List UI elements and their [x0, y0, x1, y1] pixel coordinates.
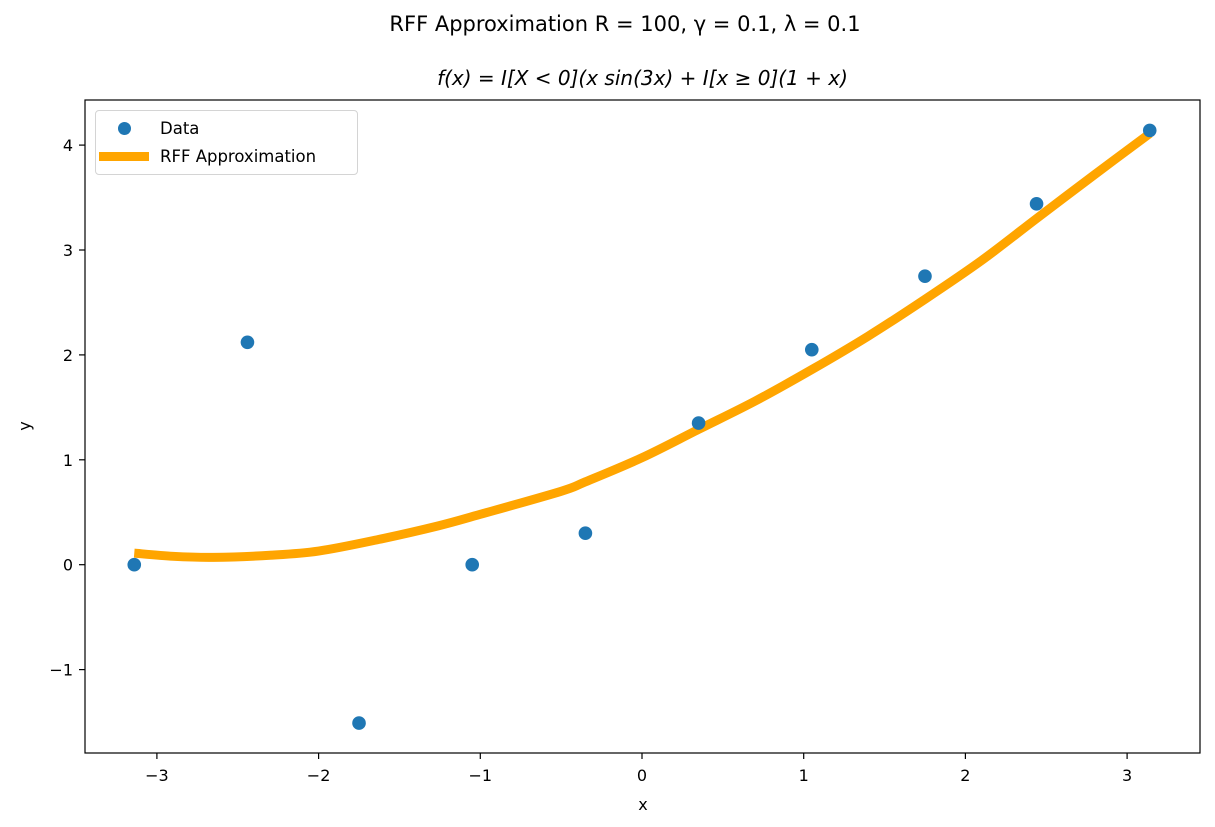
x-tick-label: 1 [799, 766, 809, 785]
y-tick-label: −1 [49, 661, 73, 680]
y-axis-label: y [15, 421, 34, 430]
data-point [578, 526, 593, 541]
chart-title: f(x) = I[X < 0](x sin(3x) + I[x ≥ 0](1 +… [437, 66, 848, 90]
chart-suptitle: RFF Approximation R = 100, γ = 0.1, λ = … [389, 12, 861, 36]
data-point [918, 269, 932, 284]
axes-frame [84, 99, 1201, 754]
x-tick-label: −3 [145, 766, 169, 785]
circle-marker-icon [118, 121, 131, 135]
x-axis: −3 −2 −1 0 1 2 3 [145, 753, 1132, 785]
x-tick-label: −1 [469, 766, 493, 785]
data-point [691, 416, 706, 430]
data-point [1142, 123, 1157, 138]
data-point [127, 557, 142, 572]
x-tick-label: 3 [1122, 766, 1132, 785]
data-points [127, 123, 1157, 730]
line-marker-icon [99, 151, 149, 161]
data-point [804, 342, 819, 357]
x-tick-label: 0 [637, 766, 647, 785]
x-tick-label: −2 [307, 766, 331, 785]
y-axis: −1 0 1 2 3 4 [49, 136, 85, 680]
y-tick-label: 3 [63, 241, 73, 260]
data-point [1029, 197, 1044, 211]
legend: Data RFF Approximation [95, 110, 358, 175]
rff-approximation-line [133, 129, 1153, 562]
x-axis-label: x [638, 795, 647, 814]
x-tick-label: 2 [960, 766, 970, 785]
data-point [465, 557, 480, 572]
y-tick-label: 0 [63, 556, 73, 575]
y-tick-label: 4 [63, 136, 73, 155]
legend-label: Data [160, 118, 200, 138]
data-point [240, 335, 255, 350]
y-tick-label: 2 [63, 346, 73, 365]
legend-label: RFF Approximation [160, 146, 317, 166]
y-tick-label: 1 [63, 451, 73, 470]
data-point [352, 716, 366, 730]
